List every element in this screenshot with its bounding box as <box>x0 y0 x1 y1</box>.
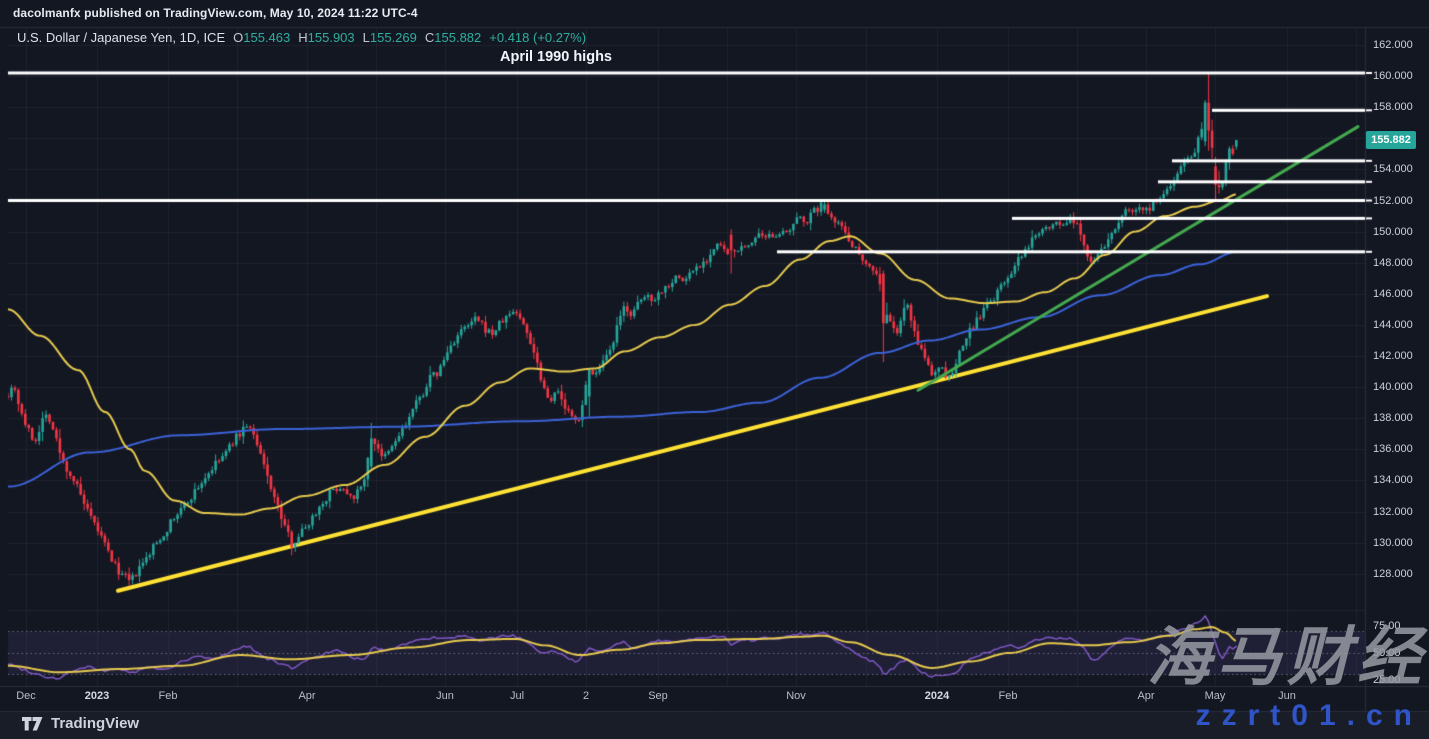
price-axis-label: 134.000 <box>1373 474 1413 487</box>
price-axis-label: 142.000 <box>1373 350 1413 362</box>
price-axis-label: 158.000 <box>1373 101 1413 114</box>
time-axis-label: Feb <box>998 690 1018 702</box>
time-axis-label: Dec <box>16 690 36 702</box>
price-axis-label: 128.000 <box>1373 567 1413 580</box>
symbol-title: U.S. Dollar / Japanese Yen, 1D, ICE <box>17 30 226 45</box>
ohlc-h: H155.903 <box>298 30 355 45</box>
time-axis-label: Nov <box>786 690 806 702</box>
tradingview-brand-text: TradingView <box>51 715 140 732</box>
price-axis-label: 144.000 <box>1373 318 1413 331</box>
time-axis-label: Apr <box>1137 690 1155 702</box>
price-axis-label: 138.000 <box>1373 412 1413 425</box>
time-axis-label: Feb <box>158 690 178 702</box>
price-axis-label: 136.000 <box>1373 443 1413 456</box>
price-axis-label: 152.000 <box>1373 194 1413 207</box>
price-axis-label: 160.000 <box>1373 70 1413 83</box>
time-axis-label: Jun <box>436 690 454 702</box>
rsi-axis-label: 25.00 <box>1373 673 1401 686</box>
price-axis-label: 154.000 <box>1373 163 1413 176</box>
attribution-text: dacolmanfx published on TradingView.com,… <box>13 6 418 20</box>
price-axis-label: 140.000 <box>1373 381 1413 394</box>
price-axis-label: 148.000 <box>1373 256 1413 269</box>
price-axis-label: 130.000 <box>1373 536 1413 549</box>
symbol-legend: U.S. Dollar / Japanese Yen, 1D, ICE O155… <box>17 30 586 45</box>
time-axis-label: Sep <box>648 690 668 702</box>
price-axis-label: 162.000 <box>1373 39 1413 51</box>
watermark-chinese: 海马财经 <box>1147 621 1427 693</box>
last-price-badge: 155.882 <box>1366 131 1416 150</box>
time-axis-label: Jun <box>1278 690 1296 702</box>
watermark-site-url: zzrt01.cn <box>1195 699 1423 732</box>
ohlc-c: C155.882 <box>424 30 482 45</box>
time-axis-label: May <box>1204 690 1226 702</box>
price-axis-label: 146.000 <box>1373 287 1413 300</box>
annotation-april-1990-highs: April 1990 highs <box>499 49 612 65</box>
price-change: +0.418 (+0.27%) <box>489 30 587 45</box>
ohlc-values: O155.463 H155.903 L155.269 C155.882 <box>233 30 481 45</box>
time-axis-label: 2023 <box>84 690 110 702</box>
rsi-axis-label: 75.00 <box>1373 620 1401 633</box>
time-axis-label: Apr <box>298 690 316 702</box>
rsi-axis-label: 50.00 <box>1373 646 1401 659</box>
ohlc-o: O155.463 <box>233 30 291 45</box>
tradingview-footer-link[interactable]: TradingView <box>22 715 139 732</box>
tradingview-logo-icon <box>22 716 43 731</box>
time-axis-label: 2024 <box>924 690 950 702</box>
ohlc-l: L155.269 <box>362 30 417 45</box>
time-axis-label: Jul <box>509 690 525 702</box>
time-axis-label: 2 <box>582 690 590 702</box>
price-axis-label: 150.000 <box>1373 225 1413 238</box>
price-axis-label: 132.000 <box>1373 505 1413 518</box>
